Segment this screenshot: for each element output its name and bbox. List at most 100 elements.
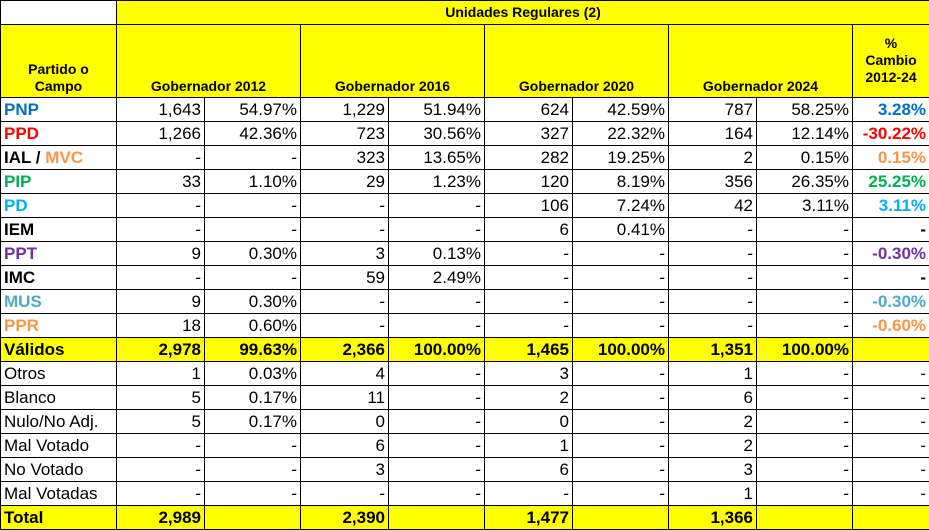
votes-cell: -	[117, 266, 205, 290]
votes-cell: 106	[485, 194, 573, 218]
votes-cell: 5	[117, 386, 205, 410]
percent-cell: 26.35%	[757, 170, 853, 194]
party-label: IAL	[4, 148, 31, 167]
table-row: No Votado--3-6-3--	[1, 458, 929, 482]
votes-cell: 29	[301, 170, 389, 194]
votes-cell: -	[301, 218, 389, 242]
votes-cell: 2	[485, 386, 573, 410]
party-name: IAL / MVC	[1, 146, 117, 170]
percent-cell: 0.17%	[205, 386, 301, 410]
votes-cell: 1,229	[301, 98, 389, 122]
percent-cell: -	[205, 482, 301, 506]
percent-cell: -	[757, 482, 853, 506]
header-row-main: Partido o Campo Gobernador 2012 Gobernad…	[1, 25, 929, 98]
change-cell	[853, 506, 929, 530]
change-cell: -	[853, 386, 929, 410]
percent-cell	[389, 506, 485, 530]
percent-cell: 99.63%	[205, 338, 301, 362]
change-cell: -	[853, 434, 929, 458]
party-label: IEM	[4, 220, 34, 239]
party-name: IMC	[1, 266, 117, 290]
header-row-top: Unidades Regulares (2)	[1, 1, 929, 25]
party-name: PNP	[1, 98, 117, 122]
votes-cell: 2,978	[117, 338, 205, 362]
percent-cell: -	[389, 410, 485, 434]
percent-cell: 100.00%	[757, 338, 853, 362]
change-cell: -	[853, 458, 929, 482]
percent-cell: -	[757, 362, 853, 386]
change-cell: 0.15%	[853, 146, 929, 170]
party-name: PIP	[1, 170, 117, 194]
votes-cell: 1	[669, 362, 757, 386]
percent-cell: -	[573, 458, 669, 482]
header-corner	[1, 1, 117, 25]
percent-cell: -	[573, 410, 669, 434]
percent-cell: 100.00%	[389, 338, 485, 362]
change-cell: -	[853, 410, 929, 434]
percent-cell: 22.32%	[573, 122, 669, 146]
votes-cell: 2,366	[301, 338, 389, 362]
votes-cell: 42	[669, 194, 757, 218]
change-cell: -0.60%	[853, 314, 929, 338]
percent-cell: 100.00%	[573, 338, 669, 362]
percent-cell: 1.23%	[389, 170, 485, 194]
percent-cell: -	[573, 266, 669, 290]
percent-cell: -	[757, 242, 853, 266]
party-label: IMC	[4, 268, 35, 287]
total-label: Total	[1, 506, 117, 530]
change-cell: 3.11%	[853, 194, 929, 218]
percent-cell: 0.17%	[205, 410, 301, 434]
percent-cell: -	[205, 218, 301, 242]
percent-cell: -	[389, 218, 485, 242]
votes-cell: 1,351	[669, 338, 757, 362]
row-label: Otros	[1, 362, 117, 386]
percent-cell: -	[389, 482, 485, 506]
percent-cell: 1.10%	[205, 170, 301, 194]
column-header-2024: Gobernador 2024	[669, 25, 853, 98]
votes-cell: 0	[485, 410, 573, 434]
percent-cell: 19.25%	[573, 146, 669, 170]
votes-cell: -	[117, 194, 205, 218]
votes-cell: 282	[485, 146, 573, 170]
votes-cell: 723	[301, 122, 389, 146]
change-cell: -	[853, 218, 929, 242]
percent-cell: 42.36%	[205, 122, 301, 146]
votes-cell: -	[301, 290, 389, 314]
percent-cell: -	[389, 434, 485, 458]
percent-cell: -	[573, 386, 669, 410]
votes-cell: 9	[117, 242, 205, 266]
votes-cell: -	[117, 482, 205, 506]
votes-cell: 3	[301, 242, 389, 266]
percent-cell: -	[205, 266, 301, 290]
votes-cell: 1	[117, 362, 205, 386]
percent-cell: -	[757, 290, 853, 314]
votes-cell: -	[301, 482, 389, 506]
votes-cell: 1	[669, 482, 757, 506]
percent-cell	[573, 506, 669, 530]
votes-cell: 11	[301, 386, 389, 410]
party-label: PPR	[4, 316, 39, 335]
party-name: PPR	[1, 314, 117, 338]
votes-cell: 1,366	[669, 506, 757, 530]
percent-cell: -	[205, 434, 301, 458]
party-label: PD	[4, 196, 28, 215]
percent-cell: -	[757, 218, 853, 242]
votes-cell: 323	[301, 146, 389, 170]
change-cell: -	[853, 266, 929, 290]
party-name: PPT	[1, 242, 117, 266]
row-label: No Votado	[1, 458, 117, 482]
party-column-label: Partido o Campo	[19, 61, 99, 95]
percent-cell: -	[389, 362, 485, 386]
row-label: Mal Votadas	[1, 482, 117, 506]
percent-cell: -	[389, 386, 485, 410]
votes-cell: -	[485, 242, 573, 266]
percent-cell: -	[573, 290, 669, 314]
column-header-2020: Gobernador 2020	[485, 25, 669, 98]
change-column-label: % Cambio 2012-24	[858, 35, 924, 86]
